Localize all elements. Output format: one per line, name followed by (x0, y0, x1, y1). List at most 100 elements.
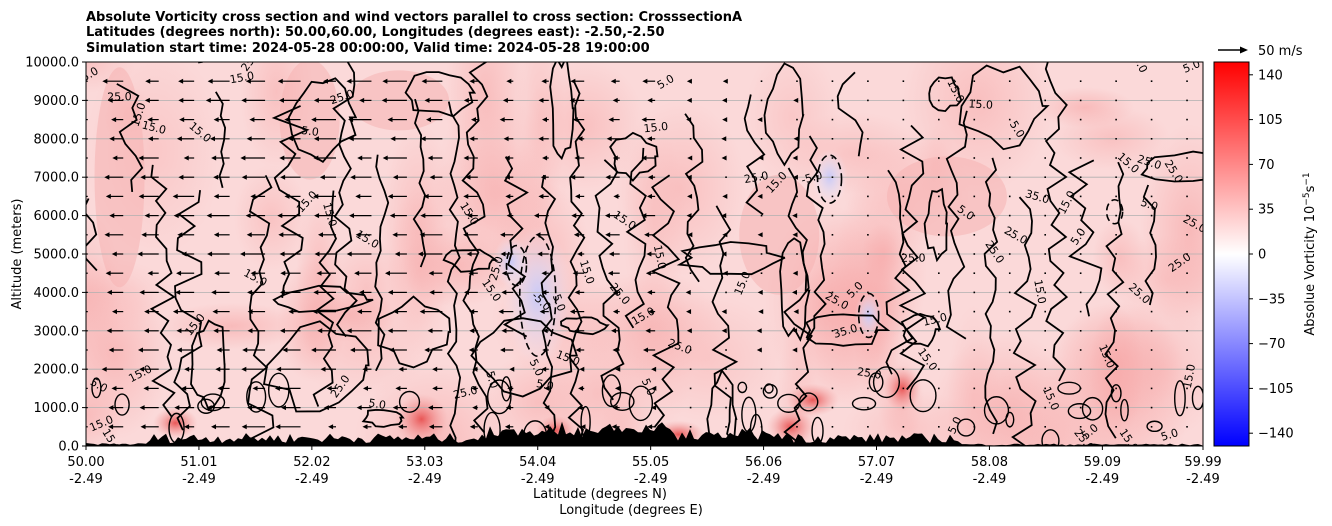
wind-vector-dot (1115, 118, 1117, 121)
wind-vector-dot (1044, 426, 1047, 428)
field-positive-region (279, 62, 340, 180)
wind-vector-dot (831, 387, 834, 390)
wind-vector-dot (1150, 176, 1153, 178)
wind-vector-head (538, 97, 544, 103)
wind-vector-head (213, 328, 219, 334)
wind-vector-dot (1150, 138, 1153, 140)
wind-vector-head (357, 309, 363, 315)
wind-vector-dot (1115, 214, 1117, 217)
wind-vector-head (213, 174, 219, 180)
contour-loop-lowlevel (1174, 380, 1186, 417)
wind-vector-dot (725, 426, 727, 428)
wind-vector-dot (725, 349, 727, 351)
wind-vector-head (608, 251, 614, 257)
wind-vector-head (176, 270, 182, 276)
wind-vector-head (607, 270, 613, 276)
wind-vector-head (311, 117, 317, 123)
wind-vector-head (213, 193, 219, 199)
y-tick-label: 2000.0 (34, 363, 80, 378)
contour-negative-dashed (1105, 198, 1124, 225)
wind-vector-dot (1186, 310, 1188, 313)
wind-vector-head (392, 174, 398, 180)
wind-vector-dot (938, 330, 940, 332)
wind-vector-head (381, 97, 387, 103)
wind-vector-head (505, 405, 511, 411)
wind-vector-head (356, 405, 362, 411)
wind-vector-head (209, 136, 215, 142)
wind-vector-head (328, 424, 334, 430)
wind-vector-head (426, 117, 432, 123)
y-axis-label: Altitude (meters) (10, 199, 25, 310)
wind-vector-dot (1008, 330, 1011, 332)
x-tick-label-longitude: -2.49 (408, 472, 442, 487)
wind-vector-dot (1008, 387, 1011, 390)
wind-vector-dot (973, 426, 976, 428)
wind-vector-head (176, 136, 182, 142)
wind-vector-head (544, 424, 550, 430)
wind-vector-dot (867, 406, 869, 409)
wind-vector-dot (902, 157, 905, 159)
wind-vector-head (178, 78, 184, 84)
field-shade-blob (233, 164, 308, 271)
wind-vector-head (139, 289, 145, 295)
contour-loop-lowlevel (851, 396, 877, 411)
wind-vector-dot (938, 406, 940, 409)
wind-vector-head (577, 405, 583, 411)
wind-vector-head (757, 232, 763, 238)
wind-vector-dot (902, 406, 905, 409)
wind-vector-dot (1115, 291, 1117, 294)
wind-vector-head (178, 97, 184, 103)
wind-vector-dot (867, 176, 869, 178)
x-tick-label-longitude: -2.49 (634, 472, 668, 487)
wind-vector-dot (1079, 99, 1082, 102)
wind-vector-dot (831, 253, 834, 255)
chart-title-line-2: Latitudes (degrees north): 50.00,60.00, … (86, 25, 665, 40)
wind-vector-head (183, 155, 189, 161)
wind-vector-head (613, 193, 619, 199)
wind-vector-head (398, 424, 404, 430)
wind-vector-head (348, 117, 354, 123)
wind-vector-dot (725, 368, 727, 370)
contour-label: 15.0 (651, 244, 669, 271)
contour-loop-lowlevel (483, 411, 501, 446)
wind-vector-head (69, 348, 74, 353)
wind-vector-head (647, 424, 653, 430)
wind-vectors (69, 78, 1188, 430)
wind-vector-head (279, 251, 285, 257)
wind-vector-dot (902, 195, 905, 198)
contour-loop-lowlevel (737, 381, 748, 394)
wind-vector-dot (938, 80, 940, 82)
wind-vector-head (651, 366, 657, 372)
contour-loop-lowlevel (628, 385, 654, 422)
wind-vector-dot (1150, 310, 1153, 313)
wind-vector-head (247, 405, 253, 411)
wind-vector-head (111, 251, 117, 257)
wind-vector-head (280, 270, 286, 276)
wind-vector-head (605, 174, 611, 180)
field-shade-blob (86, 257, 174, 332)
contour-label: 5.0 (535, 377, 554, 393)
wind-vector-head (500, 232, 506, 238)
wind-vector-head (277, 78, 283, 84)
wind-vector-dot (689, 138, 692, 140)
wind-vector-dot (796, 426, 798, 428)
wind-vector-head (538, 136, 544, 142)
wind-vector-head (646, 193, 652, 199)
wind-vector-head (387, 328, 393, 334)
wind-vector-dot (902, 291, 905, 294)
wind-vector-dot (902, 272, 905, 274)
wind-vector-dot (689, 426, 692, 428)
wind-vector-head (542, 347, 548, 353)
wind-vector-head (144, 213, 150, 219)
wind-vector-dot (867, 330, 869, 332)
y-tick-label: 4000.0 (34, 286, 80, 301)
wind-vector-dot (867, 349, 869, 351)
wind-vector-dot (902, 253, 905, 255)
wind-vector-head (757, 289, 763, 295)
wind-vector-head (245, 78, 251, 84)
wind-vector-dot (1150, 387, 1153, 390)
wind-vector-head (577, 136, 583, 142)
wind-vector-head (111, 309, 117, 315)
contour-line (1011, 196, 1038, 446)
